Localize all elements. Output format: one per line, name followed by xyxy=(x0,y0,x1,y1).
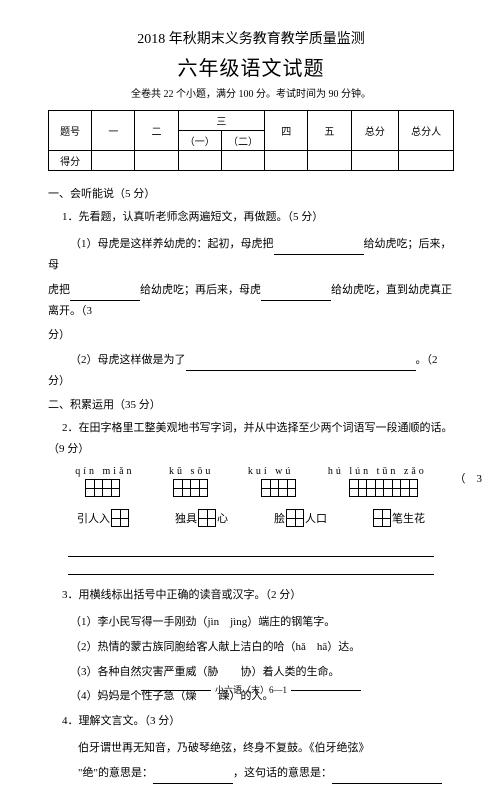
pinyin: qín miǎn xyxy=(75,466,134,477)
q4-text: ，这句话的意思是： xyxy=(233,767,332,779)
col-three-2: （二） xyxy=(221,131,264,151)
phrase-text: 引人入 xyxy=(77,510,110,526)
q4-text: "绝"的意思是： xyxy=(78,767,153,779)
phrase-item: 笔生花 xyxy=(373,509,425,527)
score-cell xyxy=(351,151,399,171)
phrase-row: 引人入 独具 心 脍 人口 笔生花 xyxy=(48,509,454,527)
blank xyxy=(70,289,140,301)
footer-text: 小六语（末）6—1 xyxy=(215,685,287,695)
score-cell xyxy=(178,151,221,171)
score-label: 得分 xyxy=(49,151,92,171)
score-cell xyxy=(221,151,264,171)
blank xyxy=(153,772,233,784)
phrase-text: 笔生花 xyxy=(392,510,425,526)
blank xyxy=(332,772,442,784)
char-grid xyxy=(261,479,296,497)
section-2-title: 二、积累运用（35 分） xyxy=(48,396,454,412)
grid-row xyxy=(48,479,454,497)
pinyin: kū sōu xyxy=(169,466,213,477)
question-2: 2．在田字格里工整美观地书写字词，并从中选择至少两个词语写一段通顺的话。（9 分… xyxy=(48,418,454,460)
score-cell xyxy=(135,151,178,171)
col-two: 二 xyxy=(135,111,178,151)
phrase-text: 心 xyxy=(217,510,228,526)
question-3: 3．用横线标出括号中正确的读音或汉字。（2 分） xyxy=(48,585,454,606)
blank xyxy=(186,359,416,371)
write-line xyxy=(68,557,434,575)
table-row: 题号 一 二 三 四 五 总分 总分人 xyxy=(49,111,454,131)
char-grid xyxy=(173,479,208,497)
q1-1-text: 给幼虎吃；再后来，母虎 xyxy=(140,284,261,296)
title-sub: 六年级语文试题 xyxy=(48,52,454,81)
question-3-2: （2）热情的蒙古族同胞给客人献上洁白的哈（hǎ hā）达。 xyxy=(48,637,454,658)
q1-1-text: （1）母虎是这样养幼虎的：起初，母虎把 xyxy=(70,238,274,250)
question-1: 1．先看题，认真听老师念两遍短文，再做题。（5 分） xyxy=(48,207,454,228)
question-4: 4．理解文言文。（3 分） xyxy=(48,711,454,732)
pinyin: hú lún tūn zǎo xyxy=(328,466,427,477)
exam-info: 全卷共 22 个小题，满分 100 分。考试时间为 90 分钟。 xyxy=(48,85,454,100)
question-1-1: （1）母虎是这样养幼虎的：起初，母虎把给幼虎吃；后来，母 xyxy=(48,234,454,276)
char-grid xyxy=(85,479,120,497)
phrase-item: 脍 人口 xyxy=(274,509,327,527)
question-1-1-end: 分） xyxy=(48,325,454,346)
question-4-text: 伯牙谓世再无知音，乃破琴绝弦，终身不复鼓。《伯牙绝弦》 xyxy=(48,738,454,759)
score-table: 题号 一 二 三 四 五 总分 总分人 （一） （二） 得分 xyxy=(48,110,454,171)
col-three-1: （一） xyxy=(178,131,221,151)
question-1-2: （2）母虎这样做是为了。（2 分） xyxy=(48,350,454,392)
phrase-item: 独具 心 xyxy=(175,509,228,527)
pinyin-row: qín miǎn kū sōu kuí wú hú lún tūn zǎo xyxy=(48,466,454,477)
blank xyxy=(274,243,364,255)
col-five: 五 xyxy=(308,111,351,151)
side-page-num: （ 3 xyxy=(455,470,483,486)
col-four: 四 xyxy=(265,111,308,151)
page-footer: 小六语（末）6—1 xyxy=(0,683,502,696)
score-cell xyxy=(308,151,351,171)
score-cell xyxy=(92,151,135,171)
table-row: 得分 xyxy=(49,151,454,171)
phrase-item: 引人入 xyxy=(77,509,129,527)
blank xyxy=(261,289,331,301)
q1-1-text: 虎把 xyxy=(48,284,70,296)
phrase-text: 独具 xyxy=(175,510,197,526)
q1-2-text: （2）母虎这样做是为了 xyxy=(70,354,186,366)
phrase-text: 脍 xyxy=(274,510,285,526)
question-1-1-cont: 虎把给幼虎吃；再后来，母虎给幼虎吃，直到幼虎真正离开。（3 xyxy=(48,280,454,322)
write-line xyxy=(68,539,434,557)
question-3-1: （1）李小民写得一手刚劲（jìn jìng）端庄的钢笔字。 xyxy=(48,612,454,633)
write-lines xyxy=(68,539,434,575)
question-4-blank: "绝"的意思是： ，这句话的意思是： xyxy=(48,763,454,784)
section-1-title: 一、会听能说（5 分） xyxy=(48,185,454,201)
col-three: 三 xyxy=(178,111,264,131)
question-3-3: （3）各种自然灾害严重威（胁 协）着人类的生命。 xyxy=(48,662,454,683)
pinyin: kuí wú xyxy=(248,466,294,477)
col-grader: 总分人 xyxy=(399,111,454,151)
col-one: 一 xyxy=(92,111,135,151)
col-label: 题号 xyxy=(49,111,92,151)
title-main: 2018 年秋期末义务教育教学质量监测 xyxy=(48,28,454,48)
score-cell xyxy=(265,151,308,171)
char-grid xyxy=(349,479,418,497)
phrase-text: 人口 xyxy=(305,510,327,526)
score-cell xyxy=(399,151,454,171)
col-total: 总分 xyxy=(351,111,399,151)
